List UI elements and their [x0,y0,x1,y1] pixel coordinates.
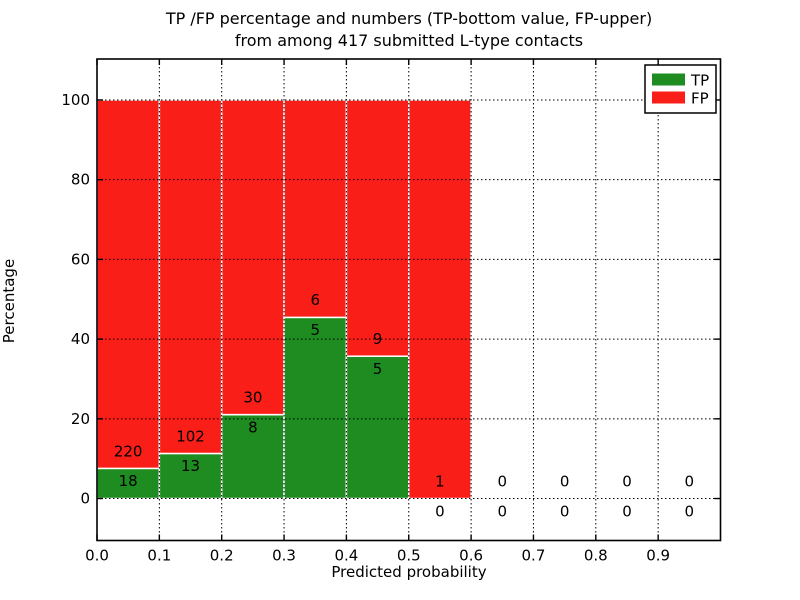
bar-tp-count-label: 0 [622,502,632,520]
x-axis-label: Predicted probability [331,563,487,581]
x-tick-label: 0.2 [210,547,234,565]
bar-tp-count-label: 5 [373,360,383,378]
bar-fp [158,99,223,455]
chart-title-line1: TP /FP percentage and numbers (TP-bottom… [165,9,653,28]
x-tick-label: 0.1 [147,547,171,565]
bar-tp [220,413,285,500]
bar-fp-count-label: 9 [373,330,383,348]
legend-box [644,64,717,114]
x-tick-label: 0.3 [272,547,296,565]
x-tick-label: 0.8 [584,547,608,565]
bar-fp-count-label: 0 [498,472,508,490]
bar-fp-count-label: 0 [622,472,632,490]
y-tick-label: 40 [71,330,90,348]
bar-tp-count-label: 0 [435,502,445,520]
bar-tp [96,467,161,500]
bar-tp [283,316,348,500]
bar-fp-count-label: 220 [114,442,143,460]
y-tick-label: 20 [71,410,90,428]
y-tick-label: 60 [71,250,90,268]
bar-fp [345,99,410,357]
bar-fp [283,99,348,319]
bar-tp-count-label: 0 [685,502,695,520]
legend-label-fp: FP [691,90,709,108]
bar-tp-count-label: 18 [119,472,138,490]
bar-tp-count-label: 0 [498,502,508,520]
chart-title-line2: from among 417 submitted L-type contacts [234,31,584,50]
x-tick-label: 0.5 [397,547,421,565]
bar-fp [220,99,285,416]
x-tick-label: 0.7 [522,547,546,565]
y-tick-label: 100 [61,91,90,109]
bar-tp-count-label: 8 [248,418,258,436]
bar-fp-count-label: 30 [243,388,262,406]
y-tick-label: 80 [71,171,90,189]
bar-fp-count-label: 0 [560,472,570,490]
bar-fp [96,99,161,470]
x-tick-label: 0.0 [85,547,109,565]
bar-tp-count-label: 0 [560,502,570,520]
legend-label-tp: TP [690,72,709,90]
legend-swatch-fp [652,91,685,104]
chart-title: TP /FP percentage and numbers (TP-bottom… [97,8,721,52]
bar-fp-count-label: 1 [435,472,445,490]
bar-fp [408,99,472,500]
x-tick-label: 0.9 [646,547,670,565]
bar-tp-count-label: 13 [181,457,200,475]
bar-fp-count-label: 6 [310,291,320,309]
bar-fp-count-label: 0 [685,472,695,490]
bar-fp-count-label: 102 [176,427,205,445]
x-tick-label: 0.4 [334,547,358,565]
y-axis-label: Percentage [0,258,18,344]
legend-swatch-tp [652,73,685,86]
y-tick-label: 0 [80,490,90,508]
bar-tp-count-label: 5 [310,321,320,339]
x-tick-label: 0.6 [459,547,483,565]
